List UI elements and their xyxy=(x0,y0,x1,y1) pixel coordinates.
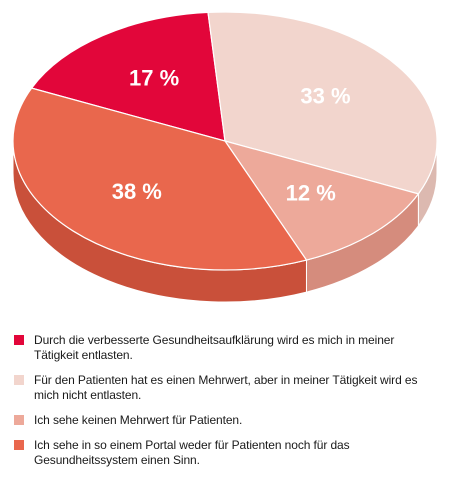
legend-text: Durch die verbesserte Gesundheitsaufklär… xyxy=(34,333,395,362)
legend-text: Ich sehe keinen Mehrwert für Patienten. xyxy=(34,413,243,427)
legend-swatch xyxy=(14,440,24,450)
pie-label-2: 12 % xyxy=(286,180,336,205)
legend-swatch xyxy=(14,415,24,425)
legend: Durch die verbesserte Gesundheitsaufklär… xyxy=(14,333,439,478)
legend-swatch xyxy=(14,335,24,345)
pie-label-3: 38 % xyxy=(112,179,162,204)
pie-slice-0 xyxy=(30,11,226,142)
pie-chart: 17 % 33 % 12 % 38 % xyxy=(12,11,438,303)
legend-item: Für den Patienten hat es einen Mehrwert,… xyxy=(14,373,439,403)
pie-slice-3 xyxy=(12,87,308,271)
legend-text: Ich sehe in so einem Portal weder für Pa… xyxy=(34,438,350,467)
pie-slice-2 xyxy=(223,139,420,261)
legend-item: Ich sehe in so einem Portal weder für Pa… xyxy=(14,438,439,468)
pie-labels: 17 % 33 % 12 % 38 % xyxy=(112,66,351,206)
legend-swatch xyxy=(14,375,24,385)
legend-text: Für den Patienten hat es einen Mehrwert,… xyxy=(34,373,418,402)
pie-label-1: 33 % xyxy=(300,84,350,109)
legend-item: Ich sehe keinen Mehrwert für Patienten. xyxy=(14,413,439,428)
legend-item: Durch die verbesserte Gesundheitsaufklär… xyxy=(14,333,439,363)
pie-label-0: 17 % xyxy=(129,66,179,91)
pie-slice-1 xyxy=(207,11,438,195)
pie-slices xyxy=(12,11,438,271)
